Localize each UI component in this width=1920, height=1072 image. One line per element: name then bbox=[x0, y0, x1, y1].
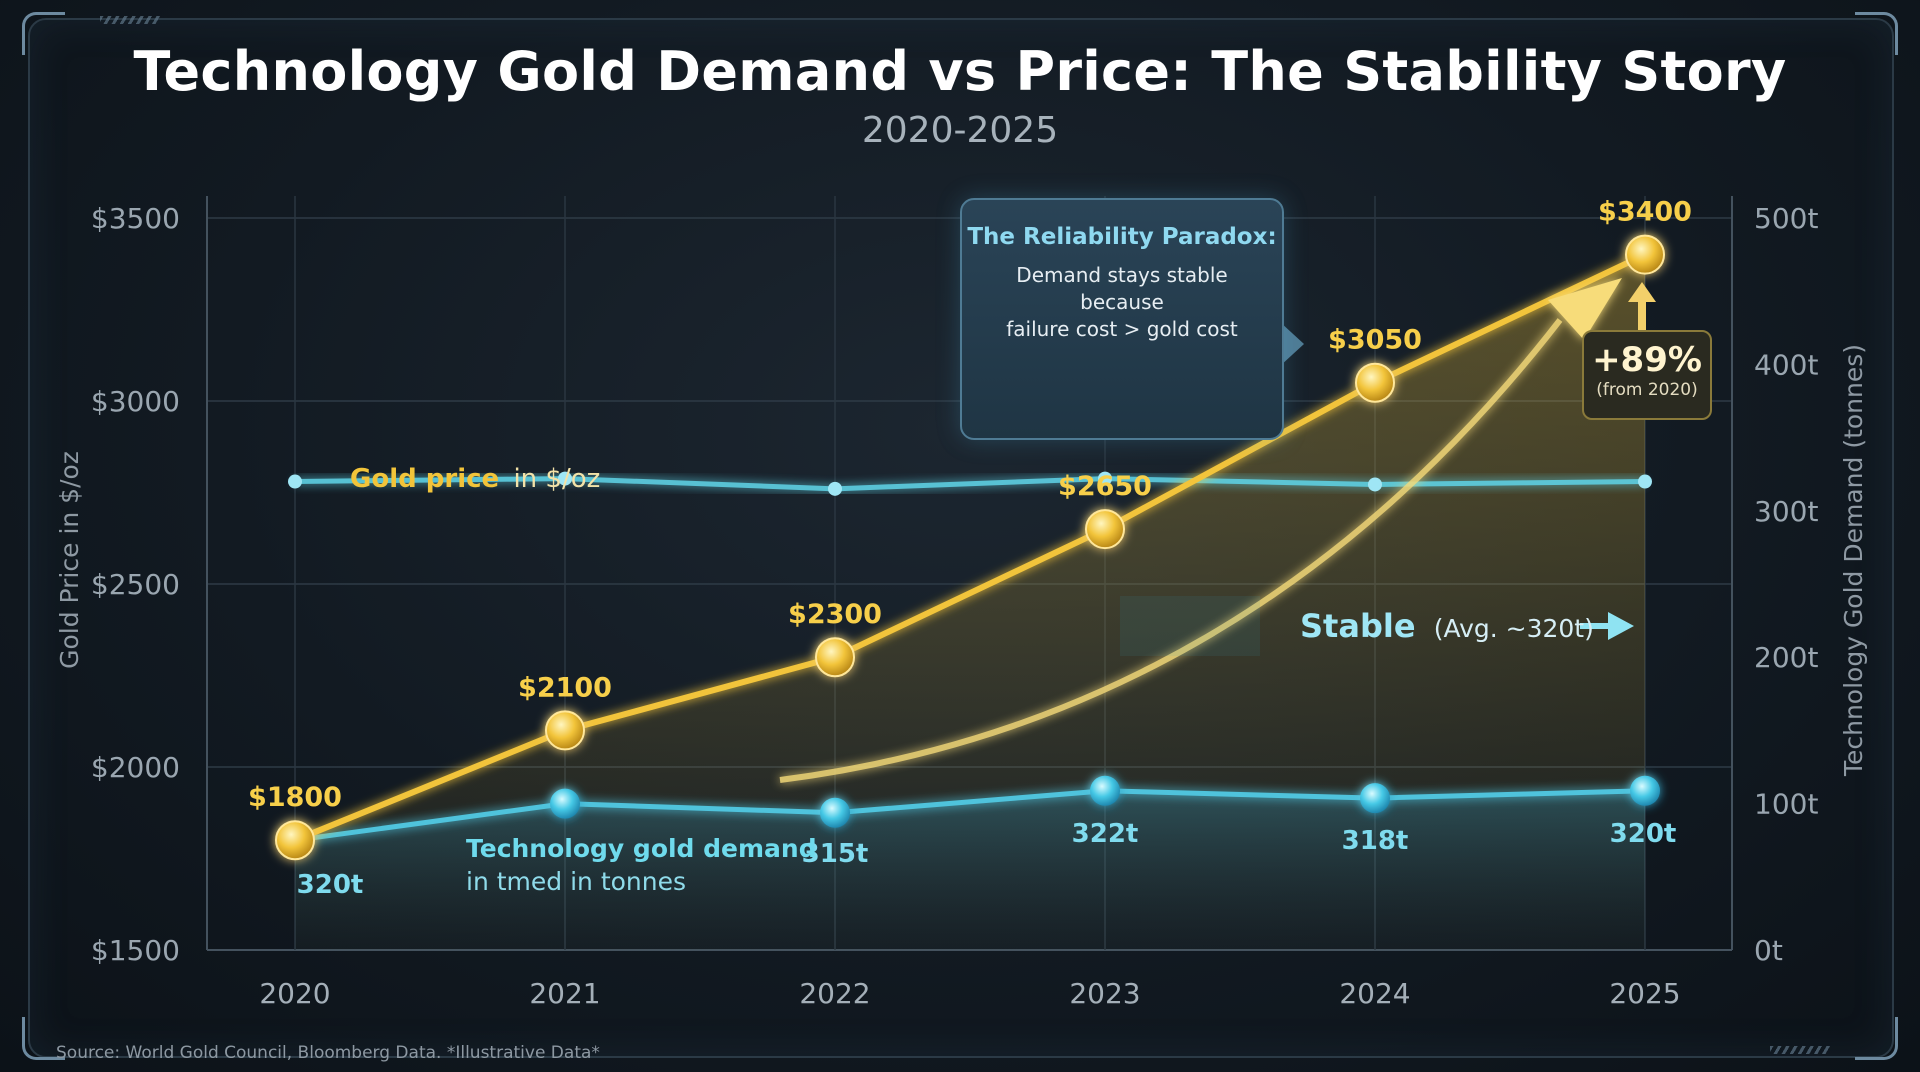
gold-price-point bbox=[1355, 362, 1395, 403]
y-left-tick-label: $2000 bbox=[91, 751, 180, 784]
callout-line-1: Demand stays stable because bbox=[1016, 263, 1228, 314]
source-note: Source: World Gold Council, Bloomberg Da… bbox=[56, 1043, 600, 1063]
gold-price-point bbox=[815, 637, 855, 678]
reliability-callout: The Reliability Paradox: Demand stays st… bbox=[960, 198, 1284, 440]
y-right-tick-label: 400t bbox=[1754, 348, 1818, 381]
growth-trend-arrow bbox=[779, 318, 1563, 783]
y-left-tick-label: $3000 bbox=[91, 385, 180, 418]
up-arrow-icon bbox=[1638, 300, 1646, 330]
y-left-tick-label: $2500 bbox=[91, 568, 180, 601]
tech-demand-upper-point bbox=[1098, 471, 1112, 486]
gold-price-data-label: $3400 bbox=[1598, 197, 1692, 228]
frame-corner-top-left bbox=[22, 12, 65, 55]
tech-demand-upper-point bbox=[828, 481, 842, 496]
gold-price-data-label: $2650 bbox=[1058, 471, 1152, 502]
growth-percent: +89% bbox=[1592, 340, 1702, 380]
gold-price-line bbox=[293, 251, 1647, 843]
growth-caption: (from 2020) bbox=[1596, 380, 1698, 400]
frame-hatch-decoration bbox=[1770, 1046, 1830, 1054]
callout-title: The Reliability Paradox: bbox=[967, 224, 1277, 250]
label-layer: $3500 $3000 $2500 $2000 $1500 500t 400t 300t 200… bbox=[91, 197, 1819, 1010]
y-right-tick-label: 100t bbox=[1754, 788, 1818, 821]
frame-corner-bottom-right bbox=[1855, 1017, 1898, 1060]
frame-hatch-decoration bbox=[100, 16, 160, 24]
tech-demand-point bbox=[820, 797, 850, 828]
y-right-tick-label: 500t bbox=[1754, 202, 1818, 235]
legend-gold-price-bold: Gold price bbox=[350, 464, 499, 494]
legend-gold-price-rest: in $/oz bbox=[513, 464, 600, 494]
tech-demand-point bbox=[1360, 783, 1390, 814]
tech-demand-data-label: 315t bbox=[802, 839, 869, 869]
chart-title: Technology Gold Demand vs Price: The Sta… bbox=[133, 40, 1787, 103]
up-arrow-icon-head bbox=[1628, 282, 1656, 302]
chart-subtitle: 2020-2025 bbox=[861, 110, 1059, 151]
series-layer bbox=[275, 234, 1665, 861]
y-left-tick-label: $3500 bbox=[91, 202, 180, 235]
stable-annotation-bold: Stable bbox=[1300, 607, 1416, 645]
x-tick-label: 2023 bbox=[1069, 977, 1140, 1010]
gold-price-point bbox=[545, 710, 585, 751]
legend-tech-demand-rest: in tmed in tonnes bbox=[466, 867, 686, 896]
x-tick-label: 2022 bbox=[799, 977, 870, 1010]
gold-price-data-label: $2100 bbox=[518, 672, 612, 703]
tech-demand-data-label: 318t bbox=[1342, 826, 1409, 856]
stable-annotation: Stable (Avg. ~320t) bbox=[1300, 607, 1594, 645]
tech-demand-upper-point bbox=[1638, 474, 1652, 489]
tech-demand-line bbox=[294, 788, 1646, 843]
frame-corner-top-right bbox=[1855, 12, 1898, 55]
y-right-tick-label: 200t bbox=[1754, 641, 1818, 674]
y-axis-right-title: Technology Gold Demand (tonnes) bbox=[1839, 344, 1868, 777]
area-layer bbox=[295, 254, 1645, 951]
gold-price-data-label: $3050 bbox=[1328, 325, 1422, 356]
y-axis-left-title: Gold Price in $/oz bbox=[55, 451, 84, 669]
gold-price-area bbox=[295, 254, 1645, 951]
gold-price-point bbox=[1625, 234, 1665, 275]
callout-body: Demand stays stable because failure cost… bbox=[972, 262, 1272, 343]
tech-demand-data-label: 320t bbox=[297, 870, 364, 900]
tech-demand-upper-point bbox=[288, 474, 302, 489]
x-tick-label: 2021 bbox=[529, 977, 600, 1010]
callout-pointer bbox=[1280, 322, 1304, 366]
tech-demand-data-label: 322t bbox=[1072, 819, 1139, 849]
x-tick-label: 2024 bbox=[1339, 977, 1410, 1010]
x-tick-label: 2025 bbox=[1609, 977, 1680, 1010]
tech-demand-data-label: 320t bbox=[1610, 819, 1677, 849]
legend-gold-price: Gold price in $/oz bbox=[350, 464, 600, 494]
y-right-tick-label: 300t bbox=[1754, 495, 1818, 528]
stable-annotation-rest: (Avg. ~320t) bbox=[1434, 614, 1594, 643]
chart-frame bbox=[28, 18, 1894, 1058]
growth-trend-arrowhead bbox=[1548, 278, 1622, 340]
gold-price-point bbox=[1085, 509, 1125, 550]
tech-demand-upper-point bbox=[1368, 477, 1382, 492]
growth-badge: +89% (from 2020) bbox=[1582, 330, 1712, 420]
tech-demand-area bbox=[295, 790, 1645, 950]
tech-demand-point bbox=[1090, 775, 1120, 806]
tech-demand-line-upper bbox=[294, 476, 1646, 492]
tech-demand-point bbox=[1630, 775, 1660, 806]
y-right-tick-label: 0t bbox=[1754, 934, 1783, 967]
y-left-tick-label: $1500 bbox=[91, 934, 180, 967]
stable-arrow-icon bbox=[1608, 612, 1634, 640]
gold-price-point bbox=[275, 820, 315, 861]
tech-demand-point bbox=[550, 788, 580, 819]
frame-corner-bottom-left bbox=[22, 1017, 65, 1060]
tech-demand-upper-point bbox=[558, 471, 572, 486]
gold-price-data-label: $2300 bbox=[788, 599, 882, 630]
gold-price-data-label: $1800 bbox=[248, 782, 342, 813]
legend-tech-demand-bold: Technology gold demand bbox=[466, 834, 817, 863]
callout-line-2: failure cost > gold cost bbox=[1006, 317, 1238, 341]
x-tick-label: 2020 bbox=[259, 977, 330, 1010]
